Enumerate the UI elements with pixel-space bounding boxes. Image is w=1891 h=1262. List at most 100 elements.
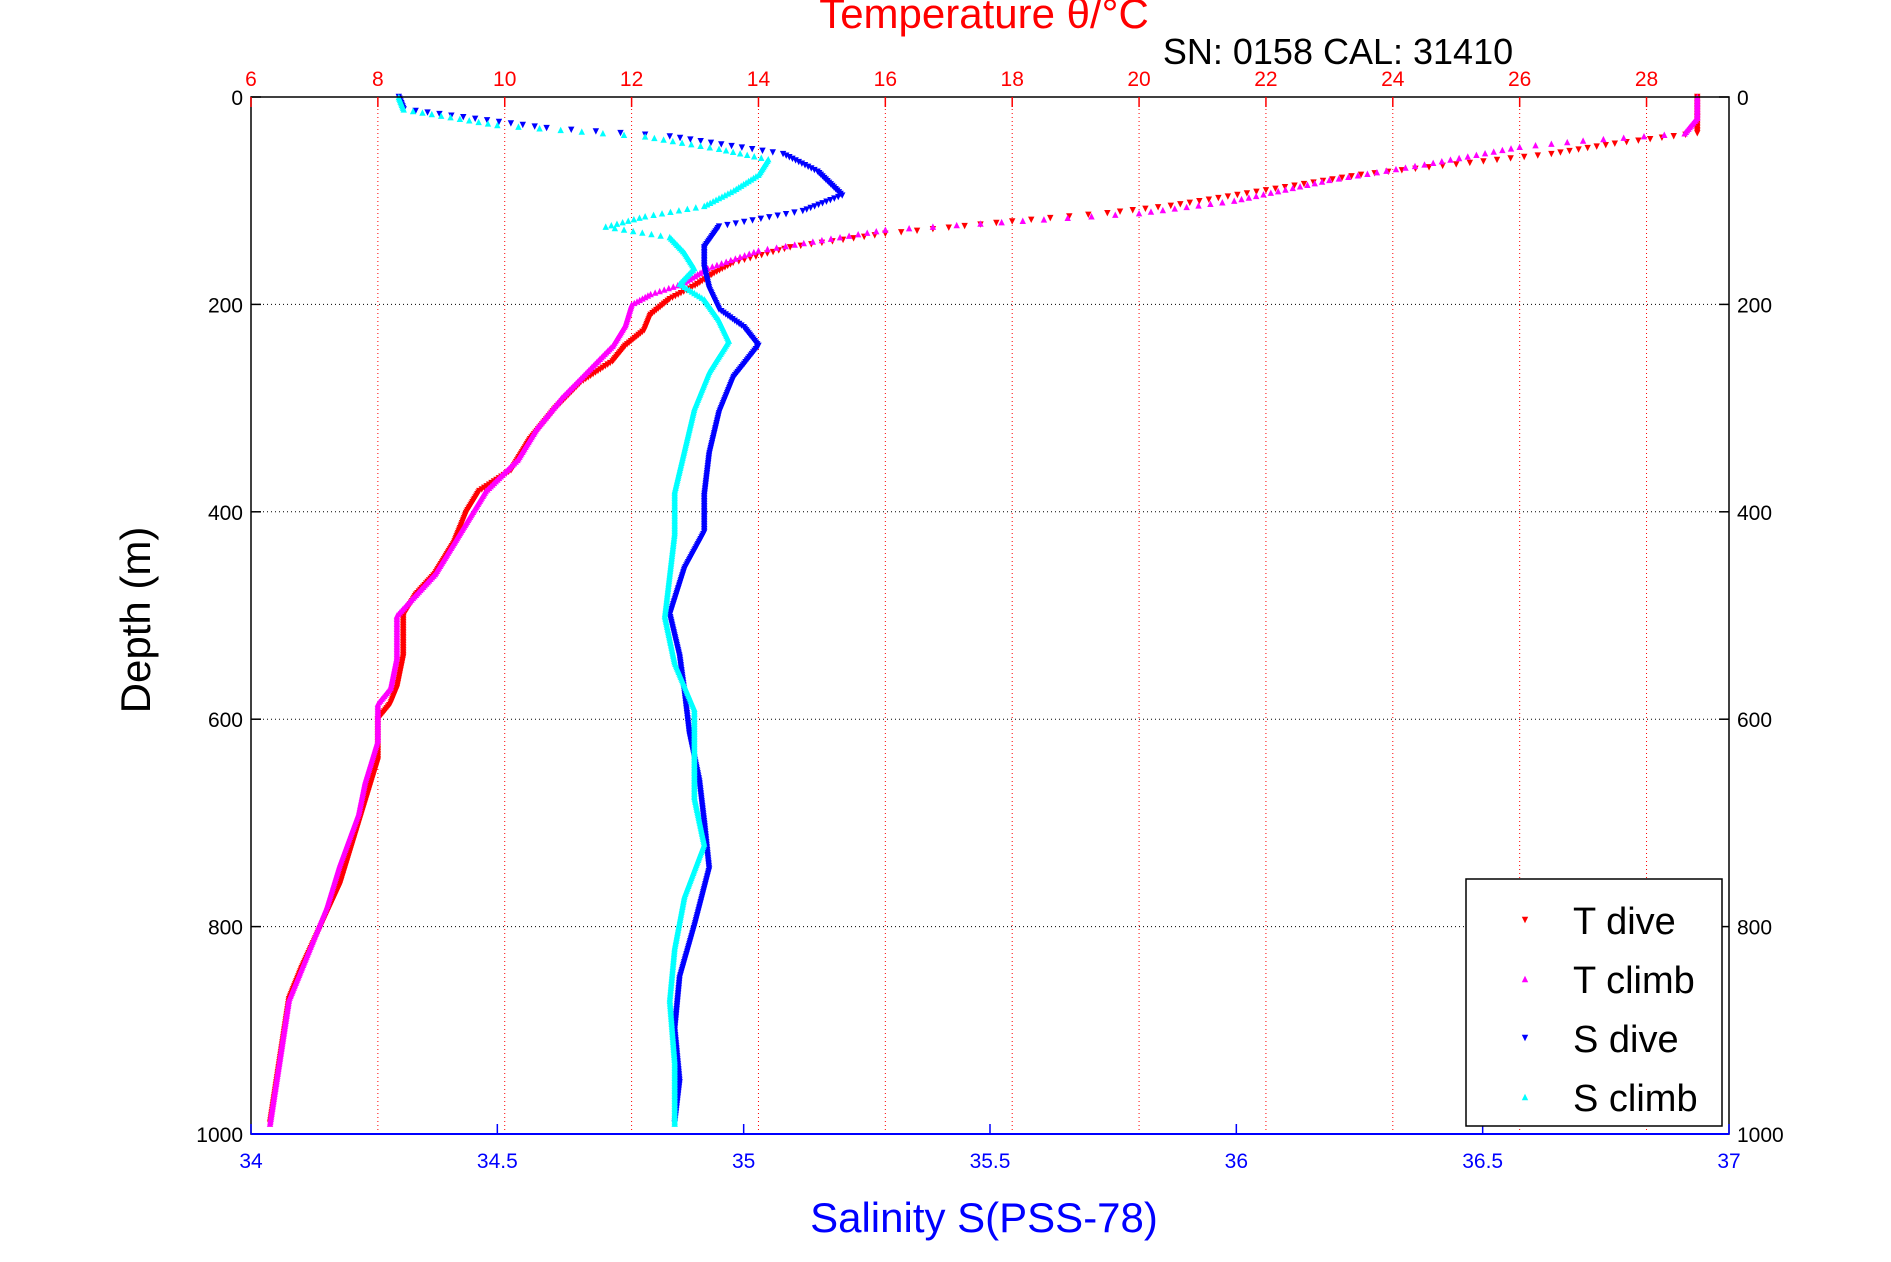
data-point [1345, 173, 1352, 181]
data-point [1085, 211, 1092, 219]
temperature-tick-label: 24 [1381, 68, 1405, 91]
data-point [1453, 161, 1460, 168]
data-point [611, 224, 619, 232]
salinity-tick-label: 36 [1225, 1150, 1248, 1173]
data-point [749, 217, 756, 224]
data-point [786, 244, 794, 251]
data-point [759, 147, 766, 155]
salinity-tick-label: 37 [1717, 1150, 1740, 1173]
data-point [639, 229, 646, 236]
data-point [1064, 214, 1071, 222]
data-point [782, 210, 790, 218]
temperature-tick-label: 28 [1635, 68, 1658, 91]
data-point [1326, 176, 1333, 184]
data-point [543, 124, 550, 132]
y-tick-label-left: 200 [208, 294, 243, 317]
data-point [1291, 182, 1298, 189]
chart-title: Temperature θ/°C [819, 0, 1149, 37]
data-point [650, 211, 657, 218]
data-point [732, 220, 739, 227]
data-point [641, 213, 649, 220]
data-point [1177, 201, 1184, 208]
data-point [827, 235, 835, 242]
data-point [670, 283, 677, 290]
data-point [1670, 133, 1677, 140]
data-point [1646, 136, 1654, 143]
data-point [792, 157, 799, 164]
data-point [1600, 135, 1607, 143]
data-point [769, 149, 776, 156]
data-point [1234, 191, 1241, 199]
data-point [400, 106, 407, 113]
data-point [620, 131, 628, 138]
legend-box [1465, 878, 1723, 1127]
data-point [783, 152, 790, 159]
data-point [1267, 189, 1275, 196]
data-point [657, 232, 664, 239]
data-point [809, 238, 817, 245]
data-point [1480, 158, 1487, 165]
data-point [660, 136, 667, 143]
data-point [475, 118, 482, 126]
data-point [1481, 149, 1489, 157]
data-point [718, 141, 725, 148]
data-point [873, 228, 880, 235]
data-point [1392, 165, 1400, 173]
data-point [766, 214, 773, 221]
data-point [636, 214, 643, 221]
data-point [1593, 143, 1600, 150]
data-point [722, 258, 730, 265]
data-point [1186, 199, 1194, 206]
data-point [1171, 205, 1178, 212]
data-point [1493, 156, 1501, 164]
data-point [1499, 146, 1506, 154]
data-point [676, 134, 684, 142]
data-point [494, 121, 501, 129]
data-point [507, 120, 515, 127]
data-point [1566, 147, 1573, 155]
legend-label: S dive [1573, 1019, 1679, 1061]
data-point [782, 242, 789, 250]
data-point [740, 218, 748, 226]
data-point [811, 166, 818, 174]
data-point [687, 136, 694, 143]
data-point [727, 256, 734, 264]
data-point [854, 230, 862, 238]
legend-marker [1521, 975, 1529, 983]
data-point [1135, 209, 1143, 217]
data-point [736, 150, 744, 157]
data-point [1262, 187, 1270, 194]
data-point [669, 137, 677, 145]
data-point [1354, 172, 1362, 179]
data-point [1575, 146, 1582, 153]
data-point [1534, 152, 1541, 159]
data-point [1245, 194, 1253, 201]
data-point [1635, 137, 1642, 144]
data-point [741, 252, 748, 259]
data-point [1196, 198, 1203, 205]
data-point [1373, 168, 1381, 176]
data-point [1402, 164, 1409, 171]
data-point [897, 229, 905, 236]
data-point [651, 134, 658, 142]
y-tick-label-right: 400 [1737, 502, 1772, 525]
data-point [266, 1120, 274, 1127]
data-point [773, 244, 780, 251]
data-point [697, 138, 704, 145]
legend-marker [1521, 1093, 1529, 1101]
data-point [692, 204, 700, 211]
data-point [718, 260, 725, 267]
salinity-tick-label: 34 [239, 1150, 263, 1173]
temperature-tick-label: 12 [620, 68, 643, 91]
data-point [666, 133, 673, 140]
data-point [701, 202, 708, 210]
data-point [592, 128, 600, 135]
data-point [1532, 142, 1539, 149]
data-point [1438, 157, 1446, 165]
data-point [1047, 214, 1054, 222]
data-point [1238, 195, 1245, 203]
data-point [665, 284, 672, 292]
data-point [1348, 173, 1355, 180]
data-point [1447, 156, 1454, 163]
series-t-climb [266, 93, 1701, 1127]
